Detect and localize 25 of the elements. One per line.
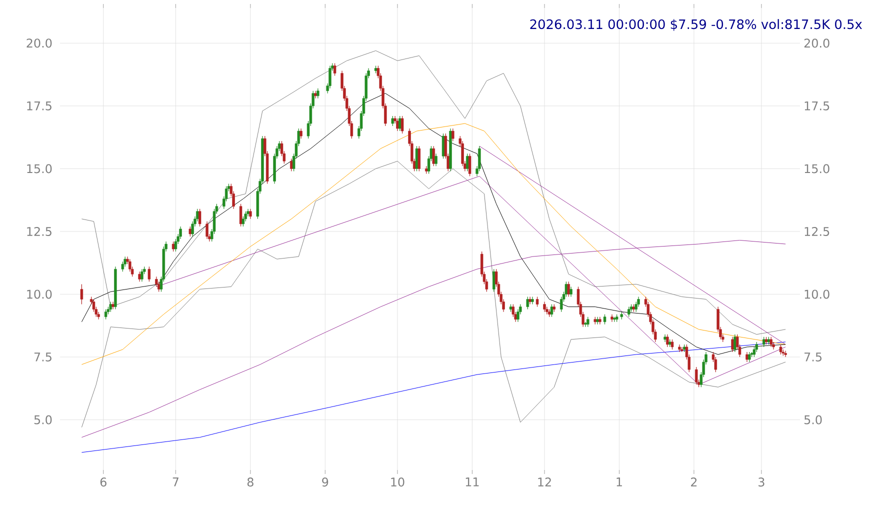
- x-tick-label: 12: [538, 478, 551, 486]
- y-tick-label: 17.5: [27, 101, 52, 110]
- y2-tick-label: 10.0: [804, 290, 830, 299]
- y-tick-label: 7.5: [34, 352, 52, 362]
- y-tick-label: 15.0: [27, 164, 52, 174]
- x-tick-label: 6: [100, 478, 106, 487]
- y-tick-label: 20.0: [26, 38, 52, 48]
- x-tick-label: 8: [247, 478, 254, 487]
- y2-tick-label: 17.5: [804, 101, 830, 110]
- x-tick-label: 7: [172, 478, 178, 486]
- x-tick-label: 1: [616, 478, 622, 486]
- x-tick-label: 11: [466, 478, 479, 486]
- x-tick-label: 2: [691, 478, 697, 486]
- y-tick-label: 12.5: [27, 226, 52, 236]
- y2-tick-label: 12.5: [804, 226, 830, 236]
- text: 2026.03.11 00:00:00 $7.59 -0.78% vol:817.5K 0.5x: [530, 19, 862, 31]
- x-tick-label: 9: [322, 478, 328, 487]
- x-tick-label: 10: [391, 478, 404, 487]
- y-tick-label: 10.0: [27, 290, 52, 299]
- y2-tick-label: 20.0: [804, 38, 830, 48]
- y2-tick-label: 15.0: [804, 164, 830, 174]
- y-tick-label: 5.0: [34, 415, 52, 424]
- y2-tick-label: 7.5: [804, 352, 822, 362]
- y2-tick-label: 5.0: [804, 415, 822, 424]
- x-tick-label: 3: [758, 478, 764, 487]
